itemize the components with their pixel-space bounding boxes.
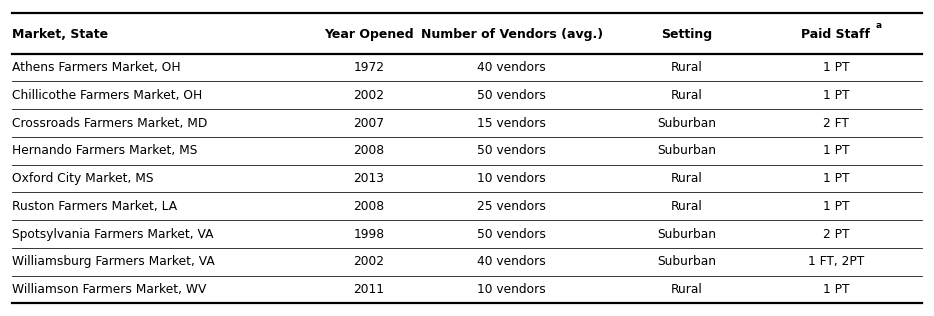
Text: 15 vendors: 15 vendors bbox=[477, 117, 546, 130]
Text: 10 vendors: 10 vendors bbox=[477, 172, 546, 185]
Text: 2007: 2007 bbox=[353, 117, 385, 130]
Text: Hernando Farmers Market, MS: Hernando Farmers Market, MS bbox=[12, 144, 197, 157]
Text: 1 PT: 1 PT bbox=[823, 283, 849, 296]
Text: Year Opened: Year Opened bbox=[324, 27, 414, 40]
Text: Suburban: Suburban bbox=[657, 228, 716, 240]
Text: Oxford City Market, MS: Oxford City Market, MS bbox=[12, 172, 153, 185]
Text: 2 PT: 2 PT bbox=[823, 228, 849, 240]
Text: Rural: Rural bbox=[671, 89, 702, 102]
Text: Market, State: Market, State bbox=[12, 27, 108, 40]
Text: Rural: Rural bbox=[671, 172, 702, 185]
Text: 1 PT: 1 PT bbox=[823, 61, 849, 74]
Text: 50 vendors: 50 vendors bbox=[477, 144, 546, 157]
Text: 1 PT: 1 PT bbox=[823, 200, 849, 213]
Text: Suburban: Suburban bbox=[657, 255, 716, 268]
Text: 2002: 2002 bbox=[353, 255, 385, 268]
Text: Setting: Setting bbox=[661, 27, 712, 40]
Text: 1 PT: 1 PT bbox=[823, 172, 849, 185]
Text: 2011: 2011 bbox=[353, 283, 385, 296]
Text: 2 FT: 2 FT bbox=[823, 117, 849, 130]
Text: Athens Farmers Market, OH: Athens Farmers Market, OH bbox=[12, 61, 181, 74]
Text: Paid Staff: Paid Staff bbox=[801, 27, 870, 40]
Text: Number of Vendors (avg.): Number of Vendors (avg.) bbox=[421, 27, 602, 40]
Text: Rural: Rural bbox=[671, 61, 702, 74]
Text: Ruston Farmers Market, LA: Ruston Farmers Market, LA bbox=[12, 200, 177, 213]
Text: 1 FT, 2PT: 1 FT, 2PT bbox=[808, 255, 864, 268]
Text: Crossroads Farmers Market, MD: Crossroads Farmers Market, MD bbox=[12, 117, 207, 130]
Text: Rural: Rural bbox=[671, 283, 702, 296]
Text: Chillicothe Farmers Market, OH: Chillicothe Farmers Market, OH bbox=[12, 89, 203, 102]
Text: 40 vendors: 40 vendors bbox=[477, 61, 546, 74]
Text: 40 vendors: 40 vendors bbox=[477, 255, 546, 268]
Text: 2002: 2002 bbox=[353, 89, 385, 102]
Text: 25 vendors: 25 vendors bbox=[477, 200, 546, 213]
Text: Suburban: Suburban bbox=[657, 117, 716, 130]
Text: Williamson Farmers Market, WV: Williamson Farmers Market, WV bbox=[12, 283, 206, 296]
Text: 2013: 2013 bbox=[353, 172, 385, 185]
Text: 50 vendors: 50 vendors bbox=[477, 89, 546, 102]
Text: Rural: Rural bbox=[671, 200, 702, 213]
Text: Williamsburg Farmers Market, VA: Williamsburg Farmers Market, VA bbox=[12, 255, 215, 268]
Text: Spotsylvania Farmers Market, VA: Spotsylvania Farmers Market, VA bbox=[12, 228, 214, 240]
Text: 1972: 1972 bbox=[353, 61, 385, 74]
Text: Suburban: Suburban bbox=[657, 144, 716, 157]
Text: 2008: 2008 bbox=[353, 200, 385, 213]
Text: 2008: 2008 bbox=[353, 144, 385, 157]
Text: 1998: 1998 bbox=[353, 228, 385, 240]
Text: 1 PT: 1 PT bbox=[823, 89, 849, 102]
Text: 50 vendors: 50 vendors bbox=[477, 228, 546, 240]
Text: a: a bbox=[875, 21, 882, 30]
Text: 10 vendors: 10 vendors bbox=[477, 283, 546, 296]
Text: 1 PT: 1 PT bbox=[823, 144, 849, 157]
